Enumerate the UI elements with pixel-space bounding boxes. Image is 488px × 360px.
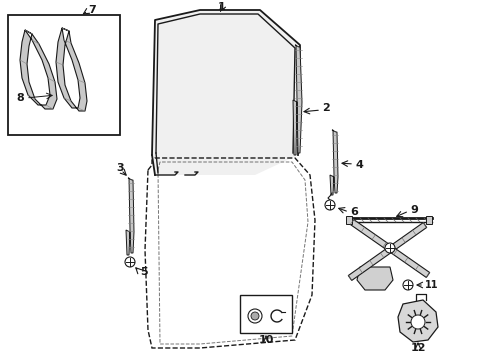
Text: 8: 8: [16, 93, 24, 103]
Bar: [346, 216, 351, 224]
Text: 12: 12: [409, 343, 425, 353]
Text: 5: 5: [140, 267, 147, 277]
Bar: [425, 216, 431, 224]
Circle shape: [247, 309, 262, 323]
Polygon shape: [329, 130, 337, 195]
Text: 10: 10: [258, 335, 273, 345]
Polygon shape: [397, 300, 437, 342]
Text: 9: 9: [409, 205, 417, 215]
Polygon shape: [349, 220, 429, 278]
Bar: [240, 295, 291, 333]
Circle shape: [384, 243, 394, 253]
Polygon shape: [356, 267, 392, 290]
Polygon shape: [20, 30, 57, 109]
Circle shape: [410, 315, 424, 329]
Polygon shape: [347, 222, 426, 280]
Text: 2: 2: [321, 103, 329, 113]
Polygon shape: [56, 28, 87, 111]
Text: 7: 7: [88, 5, 96, 15]
Text: 6: 6: [349, 207, 357, 217]
Polygon shape: [292, 45, 302, 155]
Circle shape: [250, 312, 259, 320]
Polygon shape: [152, 10, 299, 175]
Text: 11: 11: [424, 280, 438, 290]
Bar: [8, 15, 120, 135]
Text: 1: 1: [218, 2, 225, 12]
Text: 3: 3: [116, 163, 123, 173]
Circle shape: [325, 200, 334, 210]
Text: 4: 4: [354, 160, 362, 170]
Polygon shape: [126, 178, 134, 255]
Circle shape: [402, 280, 412, 290]
Circle shape: [125, 257, 135, 267]
